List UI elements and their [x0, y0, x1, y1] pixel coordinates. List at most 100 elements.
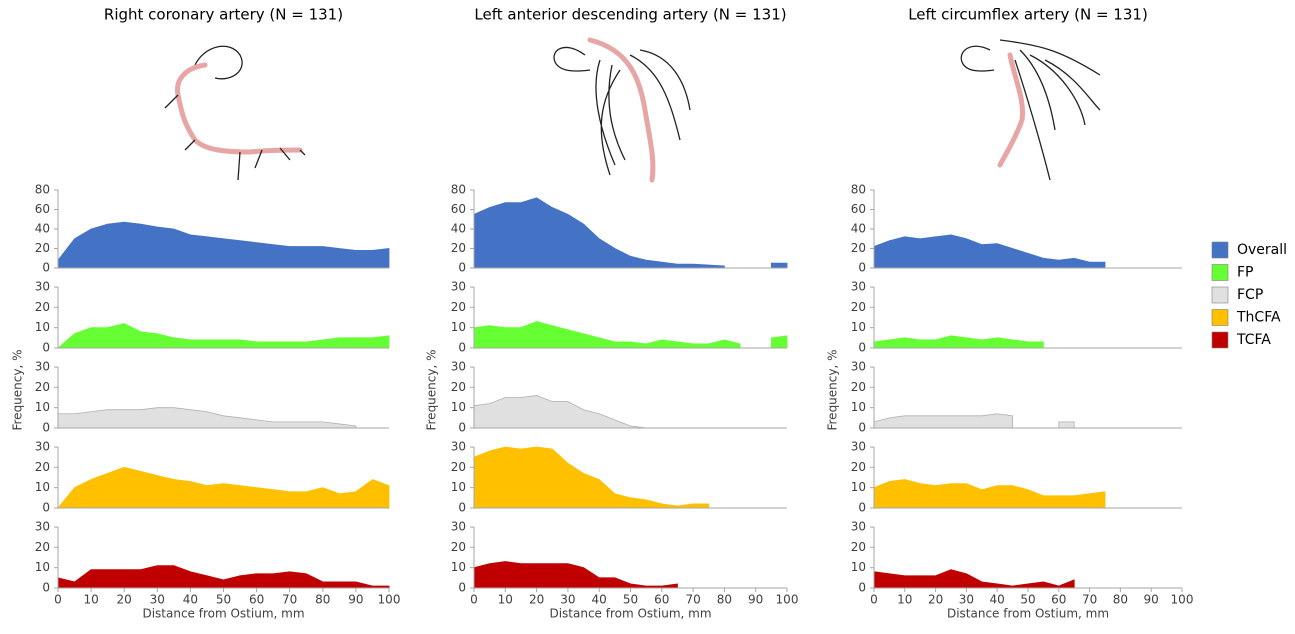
y-tick-label: 0 [458, 581, 466, 595]
x-tick-label: 80 [315, 593, 330, 607]
y-tick-label: 20 [35, 241, 50, 255]
y-tick-label: 80 [451, 183, 466, 197]
legend-label: TCFA [1236, 332, 1271, 348]
y-tick-label: 60 [35, 202, 50, 216]
area [58, 467, 389, 508]
legend-swatch [1212, 310, 1228, 326]
area [58, 408, 356, 428]
chart-title: Right coronary artery (N = 131) [104, 6, 343, 24]
y-tick-label: 0 [42, 581, 50, 595]
y-tick-label: 40 [451, 222, 466, 236]
x-tick-label: 70 [1082, 593, 1097, 607]
legend-swatch [1212, 332, 1228, 348]
x-tick-label: 0 [54, 593, 62, 607]
x-tick-label: 90 [1144, 593, 1159, 607]
y-tick-label: 10 [35, 560, 50, 574]
x-tick-label: 40 [990, 593, 1005, 607]
y-tick-label: 10 [451, 320, 466, 334]
y-tick-label: 0 [458, 421, 466, 435]
y-tick-label: 20 [451, 380, 466, 394]
x-tick-label: 60 [1051, 593, 1066, 607]
y-tick-label: 20 [35, 540, 50, 554]
y-tick-label: 20 [851, 540, 866, 554]
y-tick-label: 10 [451, 400, 466, 414]
y-tick-label: 30 [851, 280, 866, 294]
x-tick-label: 20 [928, 593, 943, 607]
y-tick-label: 30 [451, 440, 466, 454]
y-tick-label: 30 [851, 440, 866, 454]
y-tick-label: 10 [851, 320, 866, 334]
rca-illustration [165, 46, 305, 180]
y-tick-label: 80 [851, 183, 866, 197]
y-tick-label: 20 [451, 300, 466, 314]
y-tick-label: 30 [851, 520, 866, 534]
y-tick-label: 10 [35, 320, 50, 334]
x-axis-title: Distance from Ostium, mm [142, 607, 304, 621]
y-tick-label: 10 [851, 480, 866, 494]
y-tick-label: 30 [851, 360, 866, 374]
x-tick-label: 30 [560, 593, 575, 607]
y-tick-label: 0 [42, 341, 50, 355]
lad-illustration [554, 40, 690, 180]
x-tick-label: 10 [83, 593, 98, 607]
legend-swatch [1212, 242, 1228, 258]
y-tick-label: 80 [35, 183, 50, 197]
y-tick-label: 0 [458, 261, 466, 275]
y-tick-label: 30 [35, 440, 50, 454]
area [874, 336, 1043, 348]
x-tick-label: 40 [183, 593, 198, 607]
x-tick-label: 90 [348, 593, 363, 607]
y-tick-label: 0 [858, 581, 866, 595]
chart-title: Left anterior descending artery (N = 131… [474, 6, 786, 24]
x-tick-label: 50 [1020, 593, 1035, 607]
y-tick-label: 30 [35, 280, 50, 294]
y-tick-label: 0 [458, 501, 466, 515]
y-tick-label: 40 [35, 222, 50, 236]
legend-label: FP [1237, 265, 1254, 281]
y-tick-label: 10 [851, 400, 866, 414]
y-tick-label: 30 [35, 520, 50, 534]
x-tick-label: 0 [870, 593, 878, 607]
area [58, 324, 389, 348]
y-axis-title: Frequency, % [826, 349, 840, 430]
x-tick-label: 100 [1171, 593, 1194, 607]
x-tick-label: 30 [150, 593, 165, 607]
y-tick-label: 20 [851, 380, 866, 394]
x-tick-label: 10 [498, 593, 513, 607]
legend-label: ThCFA [1236, 310, 1281, 326]
area [474, 198, 787, 268]
y-tick-label: 20 [451, 540, 466, 554]
lcx-illustration [961, 40, 1100, 180]
legend-swatch [1212, 265, 1228, 281]
legend-label: FCP [1237, 287, 1263, 303]
x-tick-label: 30 [959, 593, 974, 607]
x-tick-label: 50 [216, 593, 231, 607]
area [474, 447, 709, 508]
y-tick-label: 30 [451, 520, 466, 534]
chart-title: Left circumflex artery (N = 131) [908, 6, 1148, 24]
y-tick-label: 60 [851, 202, 866, 216]
y-tick-label: 60 [451, 202, 466, 216]
y-tick-label: 10 [451, 560, 466, 574]
y-tick-label: 20 [451, 460, 466, 474]
x-axis-title: Distance from Ostium, mm [947, 607, 1109, 621]
y-tick-label: 30 [35, 360, 50, 374]
x-tick-label: 80 [717, 593, 732, 607]
x-tick-label: 60 [654, 593, 669, 607]
area [58, 222, 389, 268]
x-tick-label: 50 [623, 593, 638, 607]
x-tick-label: 100 [776, 593, 799, 607]
area [874, 414, 1074, 428]
y-tick-label: 0 [458, 341, 466, 355]
y-tick-label: 0 [858, 341, 866, 355]
y-tick-label: 10 [451, 480, 466, 494]
y-tick-label: 0 [42, 421, 50, 435]
y-tick-label: 0 [858, 261, 866, 275]
legend-swatch [1212, 287, 1228, 303]
y-tick-label: 20 [35, 300, 50, 314]
area [474, 322, 787, 348]
area [474, 562, 677, 588]
x-tick-label: 70 [685, 593, 700, 607]
y-tick-label: 10 [35, 400, 50, 414]
y-tick-label: 20 [851, 460, 866, 474]
